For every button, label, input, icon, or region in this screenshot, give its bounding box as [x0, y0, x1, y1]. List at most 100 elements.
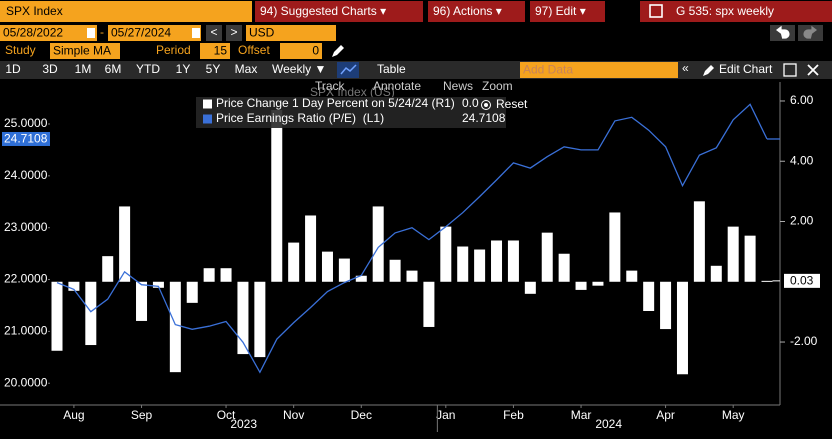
prev-button[interactable] — [206, 25, 222, 41]
bar — [491, 240, 503, 282]
security-field[interactable] — [0, 1, 252, 22]
y2-tick-label: -2.00 — [790, 334, 818, 348]
bar — [237, 281, 249, 355]
bar — [288, 242, 300, 282]
range-button[interactable]: 1D — [5, 62, 21, 76]
x-tick-label: Aug — [63, 408, 84, 422]
last-value-box — [784, 273, 820, 288]
bar — [558, 253, 570, 282]
range-button[interactable]: 6M — [105, 62, 122, 76]
settings-icon[interactable] — [783, 63, 797, 77]
bar — [676, 281, 688, 375]
study-field[interactable] — [50, 43, 120, 59]
bar — [85, 281, 97, 346]
bar — [761, 280, 773, 282]
offset-label: Offset — [238, 43, 270, 57]
currency: USD — [249, 26, 275, 40]
bar — [355, 275, 367, 282]
bar — [710, 265, 722, 282]
legend-value: 24.7108 — [462, 111, 506, 125]
range-buttons: 1D 3D 1M 6M YTD 1Y 5Y Max — [5, 62, 257, 76]
y2-tick-label: 4.00 — [790, 153, 814, 167]
bar — [457, 246, 469, 282]
bar — [643, 281, 655, 311]
add-data-field[interactable] — [520, 62, 678, 78]
range-button[interactable]: 1Y — [176, 62, 191, 76]
range-button[interactable]: 1M — [75, 62, 92, 76]
x-tick-label: Apr — [656, 408, 675, 422]
tool-button[interactable]: Annotate — [373, 79, 421, 93]
edit-chart-button[interactable]: Edit Chart — [719, 62, 773, 76]
end-date: 05/27/2024 — [111, 26, 171, 40]
next-button[interactable] — [226, 25, 242, 41]
x-tick-label: Mar — [571, 408, 592, 422]
tool-button[interactable]: Reset — [496, 97, 528, 111]
range-button[interactable]: YTD — [136, 62, 160, 76]
y2-tick-label: 2.00 — [790, 214, 814, 228]
popout-icon[interactable] — [649, 4, 663, 18]
end-date-field[interactable] — [108, 25, 201, 41]
bar — [507, 240, 519, 282]
year-label: 2024 — [595, 417, 622, 431]
menu-button[interactable] — [530, 1, 605, 22]
pencil-icon[interactable] — [332, 45, 344, 57]
x-tick-label: Jan — [436, 408, 455, 422]
bar — [693, 201, 705, 282]
bar — [321, 251, 333, 282]
bar — [660, 281, 672, 330]
bar — [524, 281, 536, 294]
tool-button[interactable]: News — [443, 79, 473, 93]
security: SPX Index — [6, 4, 63, 18]
legend-value: 0.0 — [462, 96, 479, 110]
period-field[interactable] — [200, 43, 230, 59]
range-button[interactable]: 3D — [42, 62, 58, 76]
bar — [575, 281, 587, 290]
line — [56, 103, 768, 374]
start-date-field[interactable] — [0, 25, 97, 41]
menu-label: 97) Edit ▾ — [535, 4, 586, 18]
bar — [338, 258, 350, 282]
bar — [541, 232, 553, 282]
bar — [389, 259, 401, 282]
offset: 0 — [312, 44, 319, 58]
bar — [423, 281, 435, 327]
calendar-icon[interactable] — [87, 28, 95, 38]
bar — [271, 110, 283, 282]
bar — [186, 281, 198, 303]
bar — [626, 270, 638, 282]
close-icon[interactable] — [807, 64, 819, 76]
offset-field[interactable] — [280, 43, 322, 59]
collapse-button[interactable]: « — [682, 61, 689, 75]
date-separator: - — [100, 25, 104, 39]
y-tick-label: 25.0000 — [4, 116, 48, 130]
bar — [68, 281, 80, 291]
chart-id: G 535: spx weekly — [676, 4, 774, 18]
y2-tick-label: 6.00 — [790, 93, 814, 107]
x-tick-label: May — [722, 408, 745, 422]
tool-button[interactable]: Zoom — [482, 79, 513, 93]
table-button[interactable]: Table — [377, 62, 406, 76]
legend-box — [196, 97, 506, 128]
last-value-label: 0.03 — [790, 274, 814, 288]
frequency[interactable]: Weekly ▼ — [272, 62, 326, 76]
legend-label: Price Change 1 Day Percent on 5/24/24 (R… — [216, 96, 455, 110]
bar — [51, 281, 63, 351]
bar — [119, 206, 131, 282]
range-button[interactable]: 5Y — [206, 62, 221, 76]
calendar-icon[interactable] — [192, 28, 200, 38]
range-button[interactable]: Max — [235, 62, 258, 76]
edit-icon — [703, 65, 714, 76]
prev: < — [210, 25, 217, 39]
bar — [372, 206, 384, 282]
tool-button[interactable]: Track — [315, 79, 346, 93]
menu-label: 96) Actions ▾ — [433, 4, 502, 18]
bar — [609, 212, 621, 282]
reset-icon — [481, 100, 491, 110]
currency-field[interactable] — [246, 25, 336, 41]
legend: Price Change 1 Day Percent on 5/24/24 (R… — [196, 96, 506, 128]
menu-label: 94) Suggested Charts ▾ — [260, 4, 386, 18]
bar — [203, 268, 215, 282]
menu-button[interactable] — [428, 1, 525, 22]
menu-button[interactable] — [255, 1, 423, 22]
